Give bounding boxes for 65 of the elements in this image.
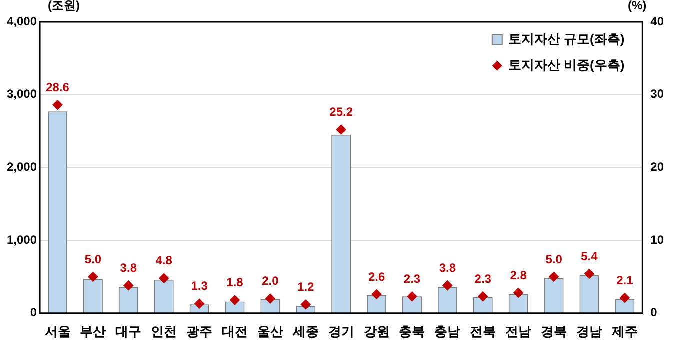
x-tick-label: 전남 [506,324,532,339]
data-label: 5.4 [581,249,598,264]
data-label: 2.1 [616,273,634,288]
data-label: 5.0 [546,252,563,266]
data-label: 2.3 [404,272,421,286]
point [300,300,311,310]
point [194,298,205,309]
y-tick-label: 0 [30,306,38,320]
data-label: 28.6 [46,80,70,94]
x-tick-label: 충남 [434,324,461,339]
y-tick-label: 2,000 [7,160,38,174]
point [584,269,594,280]
data-label: 4.8 [156,254,173,268]
point [159,273,170,284]
x-tick-label: 세종 [292,324,319,339]
point [265,294,276,304]
x-tick-label: 울산 [257,324,284,339]
y2-tick-label: 0 [650,306,658,320]
data-label: 1.2 [298,280,315,294]
legend-label: 토지자산 규모(좌측) [508,32,625,47]
point [407,292,418,302]
point [620,293,630,304]
point [336,124,346,135]
point [442,280,453,291]
y-tick-label: 4,000 [7,14,38,28]
y2-axis-title: (%) [628,0,647,12]
x-tick-label: 부산 [80,324,106,339]
x-tick-label: 광주 [186,324,213,339]
y2-tick-label: 10 [650,232,664,247]
y-tick-label: 3,000 [7,87,38,102]
data-label: 3.8 [120,261,138,276]
y2-tick-label: 20 [650,160,664,174]
data-label: 25.2 [330,105,354,120]
x-tick-label: 제주 [610,324,638,339]
point [549,272,560,282]
x-tick-label: 전북 [470,324,496,339]
x-tick-label: 경북 [541,324,568,339]
x-tick-label: 대전 [222,324,248,339]
data-label: 2.3 [474,272,492,286]
y2-tick-label: 40 [650,14,664,28]
point [372,289,382,300]
point [124,280,134,291]
y2-tick-label: 30 [650,87,664,102]
data-label: 2.8 [510,268,528,282]
x-tick-label: 인천 [151,324,178,339]
legend-label: 토지자산 비중(우측) [508,58,625,73]
point [88,272,98,282]
point [514,288,524,298]
point [230,295,240,306]
x-tick-label: 강원 [364,324,390,339]
y-axis-title: (조원) [48,0,80,12]
x-tick-label: 서울 [44,324,71,339]
x-tick-label: 대구 [116,324,142,339]
data-label: 1.8 [226,276,244,290]
y-tick-label: 1,000 [7,232,38,247]
point [52,100,63,110]
x-tick-label: 경기 [328,324,354,339]
point [478,292,488,302]
data-label: 5.0 [84,252,102,266]
data-label: 2.0 [262,274,280,288]
data-label: 2.6 [368,270,386,284]
data-label: 3.8 [439,261,456,276]
x-tick-label: 경남 [576,324,602,339]
data-label: 1.3 [191,279,208,294]
x-tick-label: 충북 [399,324,426,339]
